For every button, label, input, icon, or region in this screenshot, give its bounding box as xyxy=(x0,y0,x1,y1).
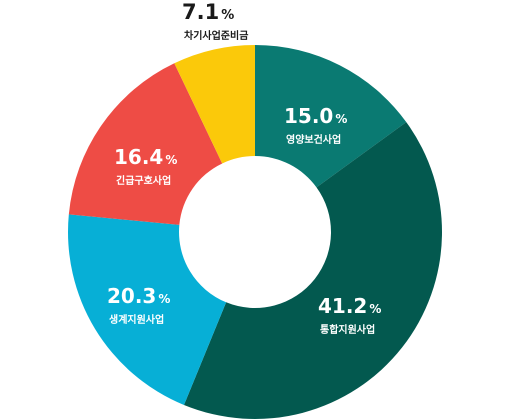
slice-1 xyxy=(255,45,407,188)
value-label-3: 20.3% xyxy=(107,284,170,308)
value-label-1: 15.0% xyxy=(284,104,347,128)
category-label-2: 통합지원사업 xyxy=(320,323,375,336)
category-label-1: 영양보건사업 xyxy=(286,133,341,146)
category-label-3: 생계지원사업 xyxy=(109,313,164,326)
slice-4 xyxy=(68,63,223,225)
slice-3 xyxy=(68,214,227,405)
category-label-4: 긴급구호사업 xyxy=(116,174,171,187)
slice-5 xyxy=(174,45,255,164)
category-label-5: 차기사업준비금 xyxy=(184,29,248,42)
value-label-4: 16.4% xyxy=(114,145,177,169)
slice-2 xyxy=(183,122,443,419)
value-label-5: 7.1% xyxy=(182,0,234,24)
value-label-2: 41.2% xyxy=(318,294,381,318)
